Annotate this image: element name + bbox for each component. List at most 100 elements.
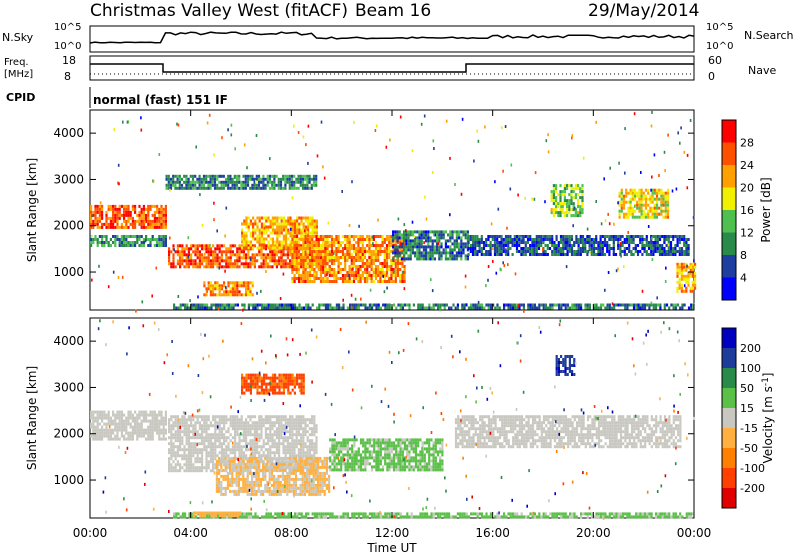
range-gate-cell <box>352 250 356 253</box>
range-gate-cell <box>491 235 494 238</box>
range-gate-cell <box>683 268 686 272</box>
range-gate-cell <box>136 238 139 241</box>
range-gate-cell <box>529 235 532 238</box>
range-gate-cell <box>306 259 309 262</box>
range-gate-cell <box>396 274 400 277</box>
range-gate-cell <box>562 247 565 250</box>
range-gate-cell <box>377 244 380 247</box>
range-gate-cell <box>348 247 351 250</box>
range-gate-cell <box>116 213 119 217</box>
range-gate-cell <box>187 460 190 464</box>
range-gate-cell <box>678 283 681 287</box>
range-gate-cell <box>264 247 267 251</box>
range-gate-cell <box>245 216 248 220</box>
range-gate-cell <box>654 241 657 244</box>
range-gate-cell <box>185 256 188 260</box>
range-gate-cell <box>322 238 325 241</box>
range-gate-cell <box>311 219 314 223</box>
range-gate-cell <box>595 200 597 203</box>
range-gate-cell <box>319 250 322 254</box>
range-gate-cell <box>174 430 177 434</box>
range-gate-cell <box>162 241 165 244</box>
range-gate-cell <box>296 219 299 223</box>
range-gate-cell <box>172 256 175 260</box>
freq-trace <box>90 63 694 73</box>
range-gate-cell <box>125 425 128 429</box>
range-gate-cell <box>577 184 580 188</box>
range-gate-cell <box>190 256 193 260</box>
range-gate-cell <box>377 250 380 253</box>
range-gate-cell <box>562 235 565 238</box>
range-gate-cell <box>564 241 567 244</box>
range-gate-cell <box>300 265 303 269</box>
range-gate-cell <box>368 303 371 307</box>
range-gate-cell <box>302 256 305 259</box>
range-gate-cell <box>472 306 475 310</box>
range-gate-cell <box>458 236 461 240</box>
range-gate-cell <box>220 436 223 440</box>
range-gate-cell <box>129 416 132 420</box>
range-gate-cell <box>149 419 152 423</box>
range-gate-cell <box>109 204 112 208</box>
range-gate-cell <box>227 418 230 422</box>
range-gate-cell <box>174 469 177 473</box>
range-gate-cell <box>114 419 117 423</box>
range-gate-cell <box>611 302 614 306</box>
range-gate-cell <box>439 306 442 310</box>
range-gate-cell <box>179 306 182 310</box>
range-gate-cell <box>136 235 139 238</box>
range-gate-cell <box>563 211 566 215</box>
range-gate-cell <box>138 238 141 241</box>
range-gate-cell <box>284 183 287 187</box>
range-gate-cell <box>269 454 272 458</box>
range-gate-cell <box>317 268 320 271</box>
range-gate-cell <box>480 253 483 256</box>
range-gate-cell <box>496 235 499 238</box>
range-gate-cell <box>223 436 226 440</box>
range-gate-cell <box>618 203 621 207</box>
range-gate-cell <box>529 238 532 241</box>
range-gate-cell <box>328 250 331 254</box>
range-gate-cell <box>158 213 161 217</box>
range-gate-cell <box>196 451 199 455</box>
range-gate-cell <box>577 244 580 247</box>
range-gate-cell <box>302 222 305 226</box>
range-gate-cell <box>185 430 188 434</box>
range-gate-cell <box>444 239 447 243</box>
range-gate-cell <box>245 442 248 446</box>
range-gate-cell <box>522 247 525 250</box>
range-gate-cell <box>637 306 640 310</box>
range-gate-cell <box>183 433 186 437</box>
range-gate-cell <box>341 247 345 250</box>
range-gate-cell <box>172 427 175 431</box>
range-gate-cell <box>279 177 283 181</box>
range-gate-cell <box>432 303 435 307</box>
range-gate-cell <box>251 421 254 425</box>
range-gate-cell <box>337 247 340 250</box>
range-gate-cell <box>482 247 486 250</box>
range-gate-cell <box>621 244 624 247</box>
range-gate-cell <box>392 274 395 277</box>
range-gate-cell <box>502 261 504 265</box>
range-gate-cell <box>584 250 587 253</box>
range-gate-cell <box>445 119 448 123</box>
range-gate-cell <box>267 448 270 452</box>
range-gate-cell <box>689 262 692 266</box>
range-gate-cell <box>222 180 225 184</box>
range-gate-cell <box>101 431 104 435</box>
range-gate-cell <box>96 216 99 220</box>
range-gate-cell <box>568 238 571 241</box>
range-gate-cell <box>142 419 145 423</box>
range-gate-cell <box>271 421 274 425</box>
range-gate-cell <box>433 245 436 249</box>
range-gate-cell <box>359 241 362 244</box>
range-gate-cell <box>361 250 364 253</box>
range-gate-cell <box>447 239 450 243</box>
range-gate-cell <box>149 207 152 211</box>
range-gate-cell <box>553 244 556 247</box>
range-gate-cell <box>544 244 547 247</box>
range-gate-cell <box>210 303 213 307</box>
range-gate-cell <box>651 194 654 198</box>
range-gate-cell <box>667 133 669 137</box>
range-gate-cell <box>293 259 296 262</box>
